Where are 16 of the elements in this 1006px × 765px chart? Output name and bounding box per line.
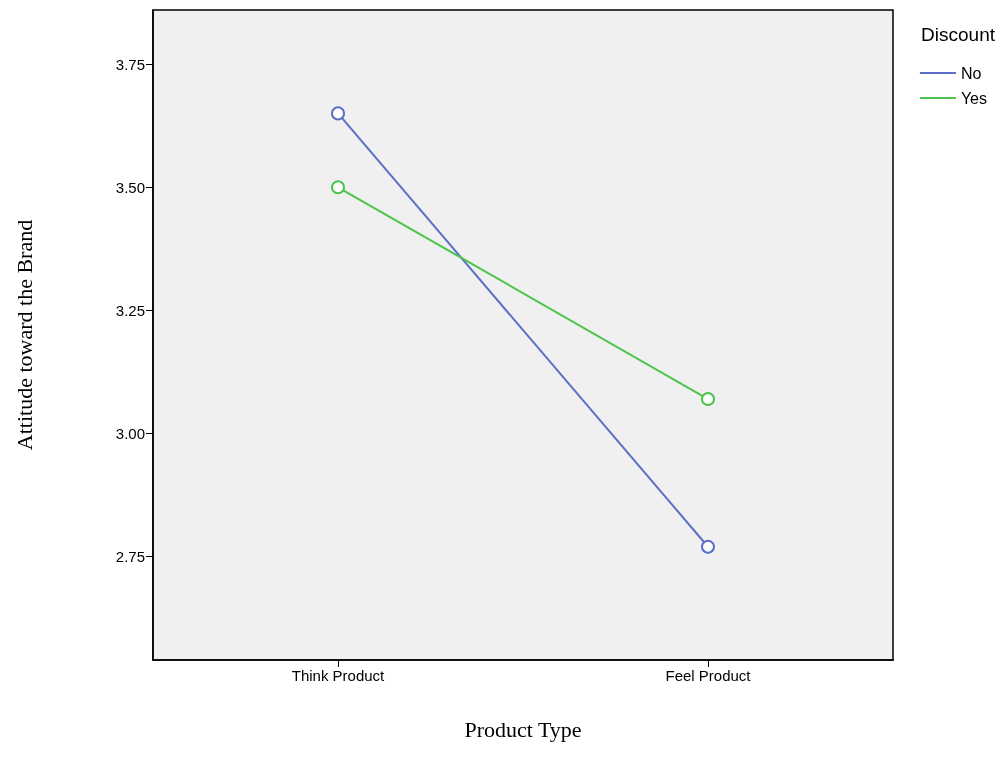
point [701, 392, 715, 407]
y-tick-label: 3.75 [115, 55, 145, 73]
point [701, 539, 715, 554]
x-tick-label: Think Product [291, 667, 386, 684]
x-tick-label: Feel Product [665, 667, 752, 684]
y-tick-label: 3.25 [115, 301, 145, 319]
x-axis-title: Product Type [464, 716, 582, 742]
point [331, 180, 345, 195]
y-tick-label: 3.00 [115, 424, 145, 442]
legend-label: No [960, 64, 982, 82]
y-tick-label: 3.50 [115, 178, 145, 196]
legend-title: Discount [921, 24, 996, 45]
y-axis-title: Attitude toward the Brand [11, 219, 37, 451]
point [331, 106, 345, 121]
legend-label: Yes [960, 89, 988, 107]
y-tick-label: 2.75 [115, 548, 145, 566]
